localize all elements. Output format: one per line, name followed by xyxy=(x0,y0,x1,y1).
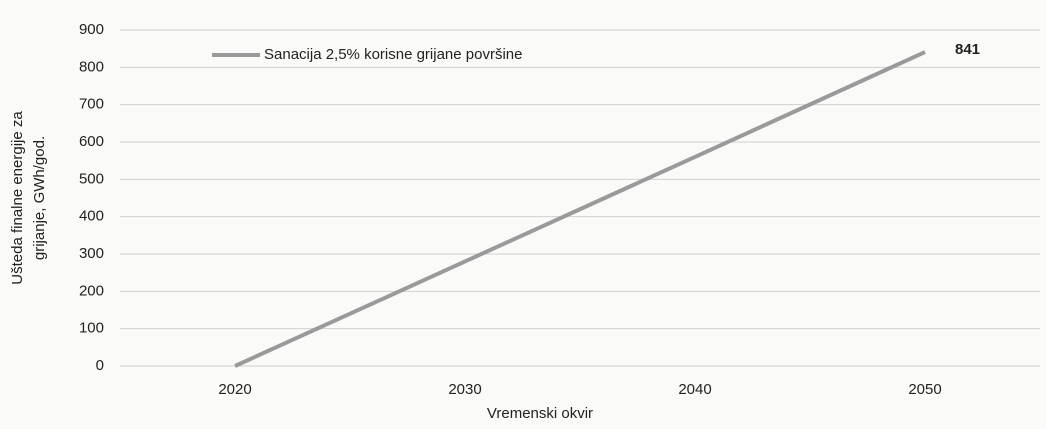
y-tick-label: 600 xyxy=(79,133,104,150)
y-tick-label: 500 xyxy=(79,170,104,187)
legend-label: Sanacija 2,5% korisne grijane površine xyxy=(264,46,522,63)
data-label: 841 xyxy=(955,41,980,58)
y-tick-label: 800 xyxy=(79,58,104,75)
x-axis-label: Vremenski okvir xyxy=(487,405,593,422)
y-tick-label: 0 xyxy=(96,357,104,374)
x-tick-label: 2040 xyxy=(678,381,711,398)
line xyxy=(234,50,926,368)
y-axis-label: grijanje, GWh/god. xyxy=(31,136,48,260)
y-tick-label: 300 xyxy=(79,245,104,262)
y-tick-label: 700 xyxy=(79,96,104,113)
x-tick-label: 2050 xyxy=(908,381,941,398)
y-axis-label: Ušteda finalne energije za xyxy=(9,111,26,285)
x-tick-label: 2020 xyxy=(218,381,251,398)
y-tick-label: 100 xyxy=(79,320,104,337)
y-tick-label: 400 xyxy=(79,208,104,225)
y-tick-label: 900 xyxy=(79,21,104,38)
y-tick-label: 200 xyxy=(79,282,104,299)
x-tick-label: 2030 xyxy=(448,381,481,398)
